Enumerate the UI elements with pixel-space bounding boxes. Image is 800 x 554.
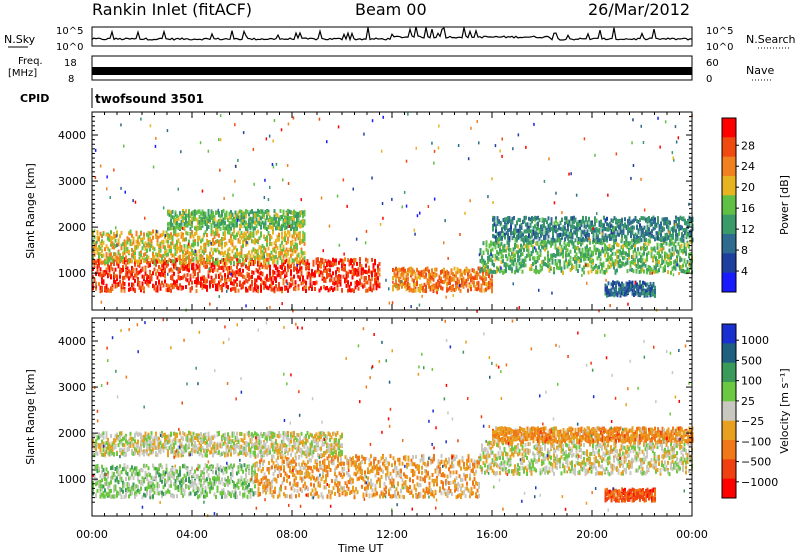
colorbar-swatch (722, 401, 736, 422)
freq-tick-bottom: 8 (68, 74, 74, 85)
echo-band-5 (492, 215, 694, 243)
colorbar-swatch (722, 440, 736, 460)
colorbar-tick: −100 (741, 435, 771, 448)
colorbar-tick: 20 (741, 181, 755, 194)
colorbar-swatch (722, 118, 736, 138)
colorbar-label: Power [dB] (778, 175, 791, 235)
echo-band-1 (254, 453, 480, 500)
echo-band-5 (604, 487, 656, 503)
colorbar-swatch (722, 176, 736, 196)
colorbar-swatch (722, 478, 736, 499)
scatter-echoes (92, 112, 693, 313)
colorbar-swatch (722, 234, 736, 254)
noise-left-tick-top: 10^5 (56, 26, 83, 37)
colorbar-tick: 25 (741, 395, 755, 408)
time-tick-label: 12:00 (376, 528, 408, 541)
power-panel: 1000 2000 3000 4000 Slant Range [km] 4 8 12 16 20… (24, 111, 791, 313)
noise-right-tick-top: 10^5 (706, 26, 733, 37)
freq-panel: Freq. [MHz] 18 8 60 0 Nave (8, 55, 774, 85)
freq-unit-label: [MHz] (8, 68, 37, 79)
echo-band-1 (92, 229, 306, 266)
freq-trace (92, 67, 692, 75)
nave-tick-top: 60 (706, 58, 719, 69)
noise-left-label: N.Sky (4, 33, 36, 46)
echo-band-0 (92, 463, 256, 500)
beam-title: Beam 00 (355, 0, 427, 19)
colorbar-tick: −1000 (741, 476, 778, 489)
noise-panel: N.Sky 10^5 10^0 10^5 10^0 N.Search (4, 26, 796, 53)
freq-tick-top: 18 (64, 58, 77, 69)
station-title: Rankin Inlet (fitACF) (92, 0, 252, 19)
y-tick-label: 4000 (58, 129, 86, 142)
y-tick-label: 1000 (58, 473, 86, 486)
colorbar-swatch (722, 195, 736, 216)
echo-band-2 (167, 208, 306, 231)
colorbar-tick: 500 (741, 354, 762, 367)
colorbar-swatch (722, 137, 736, 158)
date-title: 26/Mar/2012 (588, 0, 690, 19)
y-tick-label: 2000 (58, 221, 86, 234)
colorbar-swatch (722, 382, 736, 402)
colorbar-swatch (722, 420, 736, 441)
cpid-value: twofsound 3501 (95, 92, 204, 106)
time-tick-label: 04:00 (176, 528, 208, 541)
time-tick-label: 16:00 (476, 528, 508, 541)
colorbar-swatch (722, 156, 736, 177)
velocity-panel: 1000 2000 3000 4000 Slant Range [km] 1000 500 1… (24, 317, 791, 518)
time-tick-label: 08:00 (276, 528, 308, 541)
colorbar-tick: −500 (741, 456, 771, 469)
y-tick-label: 3000 (58, 175, 86, 188)
y-tick-label: 2000 (58, 427, 86, 440)
echo-band-3 (392, 266, 493, 294)
colorbar-tick: 24 (741, 160, 755, 173)
colorbar-swatch (722, 459, 736, 480)
echo-band-4 (492, 426, 694, 444)
colorbar-swatch (722, 343, 736, 364)
cpid-panel: CPID twofsound 3501 (20, 88, 204, 108)
colorbar-label: Velocity [m s⁻¹] (778, 368, 791, 453)
time-axis-label: Time UT (337, 542, 383, 554)
time-axis: 00:00 04:00 08:00 12:00 16:00 20:00 00:00 (76, 528, 708, 541)
noise-right-label: N.Search (746, 33, 796, 46)
colorbar-tick: 8 (741, 244, 748, 257)
scatter-echoes (92, 318, 690, 518)
noise-trace (91, 26, 693, 42)
echo-band-2 (92, 430, 343, 458)
time-tick-label: 20:00 (576, 528, 608, 541)
colorbar-tick: 1000 (741, 334, 769, 347)
colorbar-tick: 4 (741, 265, 748, 278)
time-tick-label: 00:00 (76, 528, 108, 541)
y-axis-label: Slant Range [km] (24, 163, 37, 259)
echo-band-6 (604, 280, 656, 298)
nave-tick-bottom: 0 (706, 74, 712, 85)
echo-band-4 (479, 238, 693, 275)
colorbar-tick: 16 (741, 202, 755, 215)
y-tick-label: 4000 (58, 335, 86, 348)
cpid-label: CPID (20, 92, 49, 105)
colorbar-swatch (722, 272, 736, 293)
colorbar-swatch (722, 324, 736, 344)
colorbar-swatch (722, 253, 736, 274)
y-axis-label: Slant Range [km] (24, 369, 37, 465)
colorbar-tick: 28 (741, 139, 755, 152)
freq-label: Freq. (18, 56, 43, 67)
noise-right-tick-bottom: 10^0 (706, 42, 733, 53)
nave-label: Nave (746, 64, 774, 77)
colorbar-swatch (722, 214, 736, 235)
noise-left-tick-bottom: 10^0 (56, 42, 83, 53)
y-tick-label: 3000 (58, 381, 86, 394)
echo-band-3 (479, 440, 693, 477)
colorbar-tick: 12 (741, 223, 755, 236)
y-tick-label: 1000 (58, 267, 86, 280)
time-tick-label: 00:00 (676, 528, 708, 541)
colorbar-tick: −25 (741, 415, 764, 428)
colorbar-swatch (722, 362, 736, 383)
colorbar-tick: 100 (741, 375, 762, 388)
